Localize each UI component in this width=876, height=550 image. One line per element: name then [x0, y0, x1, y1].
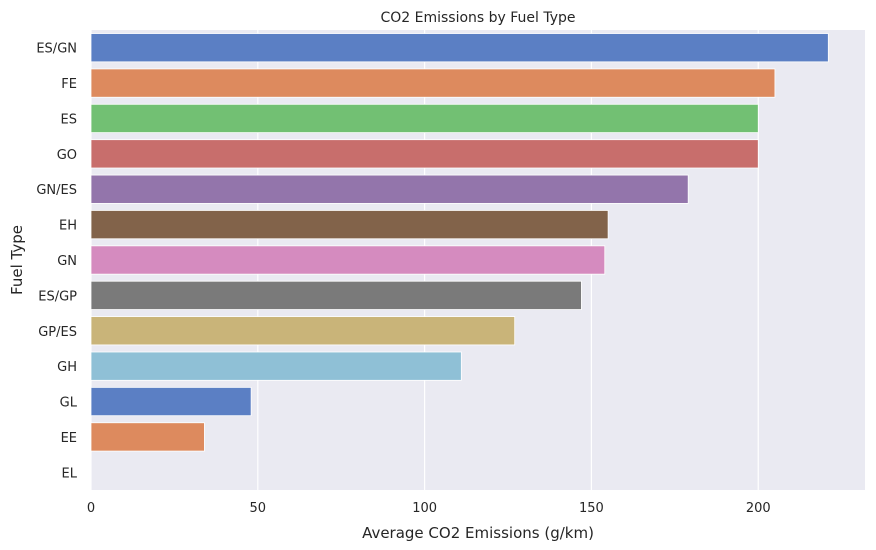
y-tick-label: ES/GN	[36, 42, 77, 57]
y-tick-label: FE	[61, 77, 77, 92]
bar	[90, 210, 609, 240]
y-axis-label: Fuel Type	[8, 225, 26, 295]
bar	[90, 139, 759, 169]
y-tick-label: GO	[57, 148, 77, 163]
y-tick-labels: ES/GN FE ES GO GN/ES EH GN ES/GP GP/ES GH GL EE EL	[36, 42, 77, 482]
bar	[90, 280, 582, 310]
y-tick-label: EL	[62, 466, 78, 481]
bar	[90, 68, 776, 98]
bar	[90, 351, 462, 381]
y-tick-label: ES	[61, 112, 77, 127]
y-tick-label: GP/ES	[38, 325, 77, 340]
x-tick-labels: 0 50 100 150 200	[87, 501, 771, 516]
y-tick-label: GL	[60, 396, 78, 411]
y-tick-label: GN	[57, 254, 77, 269]
y-tick-label: GH	[57, 360, 77, 375]
bar	[90, 386, 252, 417]
bars	[90, 33, 829, 452]
y-tick-label: EH	[59, 219, 77, 234]
bar	[90, 316, 516, 346]
y-tick-label: GN/ES	[36, 183, 77, 198]
y-tick-label: ES/GP	[38, 289, 77, 304]
x-tick-label: 150	[579, 501, 604, 516]
x-axis-label: Average CO2 Emissions (g/km)	[362, 524, 594, 542]
chart-title: CO2 Emissions by Fuel Type	[380, 10, 575, 26]
bar	[90, 422, 205, 452]
bar	[90, 245, 606, 275]
bar	[90, 103, 759, 134]
bar	[90, 174, 689, 204]
x-tick-label: 200	[746, 501, 771, 516]
bar	[90, 33, 829, 63]
y-tick-label: EE	[61, 431, 77, 446]
x-tick-label: 0	[87, 501, 95, 516]
x-tick-label: 50	[250, 501, 267, 516]
x-tick-label: 100	[412, 501, 437, 516]
